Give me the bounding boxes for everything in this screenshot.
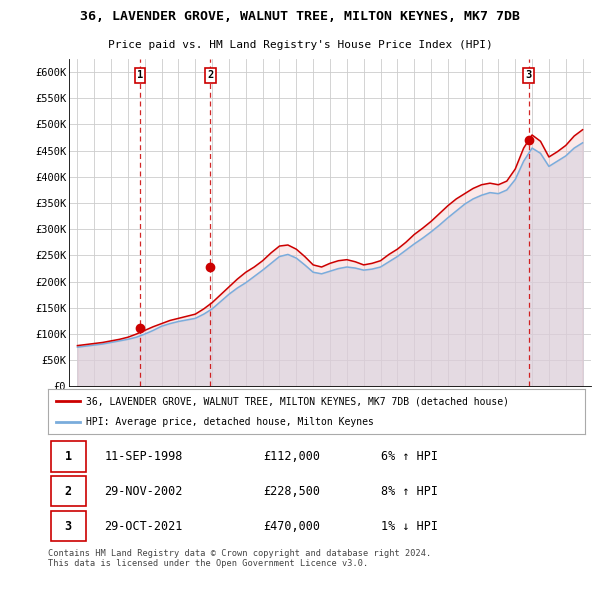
Text: Price paid vs. HM Land Registry's House Price Index (HPI): Price paid vs. HM Land Registry's House … — [107, 41, 493, 50]
Text: 1: 1 — [65, 450, 72, 463]
FancyBboxPatch shape — [50, 511, 86, 542]
Text: Contains HM Land Registry data © Crown copyright and database right 2024.
This d: Contains HM Land Registry data © Crown c… — [48, 549, 431, 568]
Text: 36, LAVENDER GROVE, WALNUT TREE, MILTON KEYNES, MK7 7DB (detached house): 36, LAVENDER GROVE, WALNUT TREE, MILTON … — [86, 396, 509, 407]
FancyBboxPatch shape — [50, 441, 86, 471]
Text: 6% ↑ HPI: 6% ↑ HPI — [381, 450, 438, 463]
Text: 1: 1 — [137, 70, 143, 80]
Text: £112,000: £112,000 — [263, 450, 320, 463]
Text: £228,500: £228,500 — [263, 484, 320, 498]
FancyBboxPatch shape — [50, 476, 86, 506]
Text: 29-NOV-2002: 29-NOV-2002 — [104, 484, 183, 498]
Text: 8% ↑ HPI: 8% ↑ HPI — [381, 484, 438, 498]
Text: 11-SEP-1998: 11-SEP-1998 — [104, 450, 183, 463]
Text: 2: 2 — [65, 484, 72, 498]
Text: 3: 3 — [65, 520, 72, 533]
Text: 2: 2 — [208, 70, 214, 80]
Text: HPI: Average price, detached house, Milton Keynes: HPI: Average price, detached house, Milt… — [86, 417, 373, 427]
Text: 1% ↓ HPI: 1% ↓ HPI — [381, 520, 438, 533]
Text: 29-OCT-2021: 29-OCT-2021 — [104, 520, 183, 533]
Text: £470,000: £470,000 — [263, 520, 320, 533]
Text: 3: 3 — [526, 70, 532, 80]
Text: 36, LAVENDER GROVE, WALNUT TREE, MILTON KEYNES, MK7 7DB: 36, LAVENDER GROVE, WALNUT TREE, MILTON … — [80, 9, 520, 23]
